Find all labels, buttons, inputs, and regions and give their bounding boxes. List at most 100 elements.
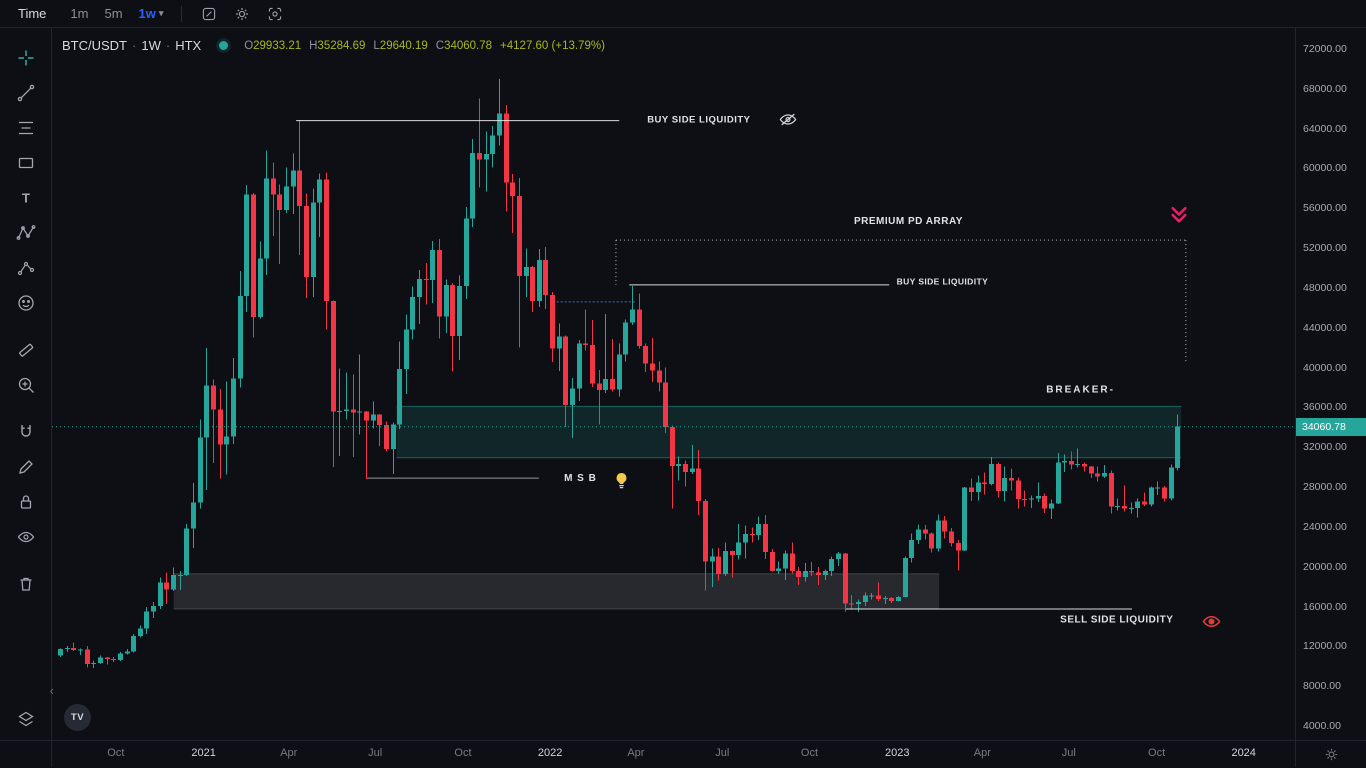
text-tool-icon: T	[22, 190, 30, 205]
close-label: C	[435, 39, 445, 52]
drawing-toolbar: T ‹	[0, 28, 54, 740]
time-axis-label: Oct	[1148, 747, 1166, 759]
time-axis-label: 2024	[1231, 747, 1256, 759]
eye-icon[interactable]	[1202, 614, 1221, 629]
time-axis-label: Jul	[715, 747, 730, 759]
price-axis-label: 24000.00	[1303, 520, 1347, 533]
interval-5m[interactable]: 5m	[104, 6, 123, 21]
breaker-zone[interactable]	[396, 406, 1182, 458]
bottom-left-corner	[0, 741, 52, 767]
price-axis-label: 8000.00	[1303, 680, 1341, 693]
hide-drawings-tool[interactable]	[9, 519, 43, 554]
main-area: T ‹ BUY SIDE LIQUIDITY PREMIUM PD ARRAY BU…	[0, 28, 1366, 740]
magnet-tool[interactable]	[9, 414, 43, 449]
eye-icon	[17, 531, 34, 542]
object-tree-tool[interactable]	[9, 701, 43, 736]
time-axis-label: Jul	[368, 747, 383, 759]
candles[interactable]	[58, 78, 1180, 668]
axis-settings-corner	[1295, 741, 1366, 767]
chevron-down-icon: ▾	[158, 8, 164, 18]
time-axis-label: Oct	[800, 747, 819, 759]
symbol-exchange[interactable]: HTX	[175, 38, 202, 53]
interval-1w-label: 1w	[138, 6, 156, 21]
price-axis-label: 4000.00	[1303, 720, 1341, 733]
fib-retracement-icon	[18, 121, 33, 134]
price-axis-label: 12000.00	[1303, 640, 1347, 653]
price-axis-label: 48000.00	[1303, 281, 1347, 294]
time-axis-label: Jul	[1061, 747, 1076, 759]
settings-gear-icon[interactable]	[229, 1, 255, 27]
open-value: 29933.21	[253, 39, 302, 52]
zoom-in-icon	[18, 377, 34, 393]
forecast-icon	[17, 261, 34, 275]
high-label: H	[309, 39, 318, 52]
trend-line-icon	[17, 84, 34, 101]
open-label: O	[244, 39, 254, 52]
price-axis-label: 16000.00	[1303, 600, 1347, 613]
interval-1m[interactable]: 1m	[70, 6, 89, 21]
market-status-dot[interactable]	[219, 41, 229, 50]
fib-retracement-tool[interactable]	[9, 110, 43, 145]
ruler-tool[interactable]	[9, 332, 43, 367]
candlestick-chart[interactable]: BUY SIDE LIQUIDITY PREMIUM PD ARRAY BUY SI…	[52, 28, 1293, 740]
emoji-icon	[17, 294, 34, 311]
chart-pane[interactable]: BUY SIDE LIQUIDITY PREMIUM PD ARRAY BUY SI…	[52, 28, 1295, 740]
price-axis-label: 20000.00	[1303, 560, 1347, 573]
panel-icon[interactable]	[196, 1, 222, 27]
buyside-liquidity-mid-label[interactable]: BUY SIDE LIQUIDITY	[897, 276, 989, 286]
screenshot-icon[interactable]	[262, 1, 288, 27]
last-price-tag: 34060.78	[1296, 417, 1366, 436]
price-axis-label: 32000.00	[1303, 441, 1347, 454]
price-axis-label: 60000.00	[1303, 162, 1347, 175]
shapes-tool[interactable]	[9, 145, 43, 180]
price-axis-label: 72000.00	[1303, 42, 1347, 55]
ohlc-values: O29933.21 H35284.69 L29640.19 C34060.78 …	[244, 40, 605, 52]
crosshair-tool[interactable]	[9, 40, 43, 75]
separator-dot: ·	[165, 38, 171, 53]
msb-label[interactable]: M S B	[564, 473, 597, 484]
bottom-bar: Oct 2021 Apr Jul Oct 2022 Apr Jul Oct 2023 Apr Jul O…	[0, 740, 1366, 767]
price-axis-label: 44000.00	[1303, 321, 1347, 334]
price-axis[interactable]: 34060.78 72000.00 68000.00 64000.00 60000.0…	[1295, 28, 1366, 740]
high-value: 35284.69	[317, 39, 366, 52]
chevron-double-down-icon[interactable]	[1168, 204, 1190, 225]
symbol-name[interactable]: BTC/USDT	[62, 38, 127, 53]
price-axis-label: 28000.00	[1303, 481, 1347, 494]
symbol-legend[interactable]: BTC/USDT · 1W · HTX O29933.21 H35284.69 L296…	[62, 38, 605, 53]
price-axis-label: 36000.00	[1303, 401, 1347, 414]
breaker-label[interactable]: BREAKER-	[1046, 384, 1115, 395]
xabcd-pattern-tool[interactable]	[9, 215, 43, 250]
tradingview-logo[interactable]: TV	[64, 704, 91, 731]
lock-drawings-tool[interactable]	[9, 484, 43, 519]
time-axis-label: Apr	[280, 747, 298, 759]
collapse-toolbar-arrow[interactable]: ‹	[49, 683, 54, 698]
forecast-tool[interactable]	[9, 250, 43, 285]
text-tool[interactable]: T	[9, 180, 43, 215]
lock-icon	[20, 494, 31, 509]
time-axis-label: 2022	[537, 747, 563, 759]
magnet-icon	[20, 424, 31, 437]
crosshair-icon	[18, 50, 33, 65]
close-value: 34060.78	[444, 39, 493, 52]
sellside-liquidity-label[interactable]: SELL SIDE LIQUIDITY	[1060, 614, 1173, 625]
pencil-icon	[18, 459, 33, 474]
remove-drawings-tool[interactable]	[9, 566, 43, 601]
settings-gear-icon[interactable]	[1324, 747, 1339, 762]
time-axis[interactable]: Oct 2021 Apr Jul Oct 2022 Apr Jul Oct 2023 Apr Jul O…	[52, 741, 1295, 767]
time-menu[interactable]: Time	[18, 6, 47, 21]
time-axis-label: Oct	[107, 747, 125, 759]
rectangle-icon	[18, 157, 33, 168]
lightbulb-icon[interactable]	[614, 472, 629, 490]
eye-hidden-icon[interactable]	[779, 112, 797, 127]
buyside-liquidity-top-label[interactable]: BUY SIDE LIQUIDITY	[647, 115, 750, 126]
emoji-tool[interactable]	[9, 285, 43, 320]
symbol-interval[interactable]: 1W	[141, 38, 161, 53]
sellside-zone[interactable]	[173, 573, 940, 610]
drawing-mode-tool[interactable]	[9, 449, 43, 484]
toolbar-separator	[181, 5, 183, 22]
price-axis-label: 56000.00	[1303, 202, 1347, 215]
zoom-in-tool[interactable]	[9, 367, 43, 402]
premium-pd-array-label[interactable]: PREMIUM PD ARRAY	[854, 216, 963, 227]
trend-line-tool[interactable]	[9, 75, 43, 110]
interval-1w[interactable]: 1w ▾	[139, 6, 164, 21]
